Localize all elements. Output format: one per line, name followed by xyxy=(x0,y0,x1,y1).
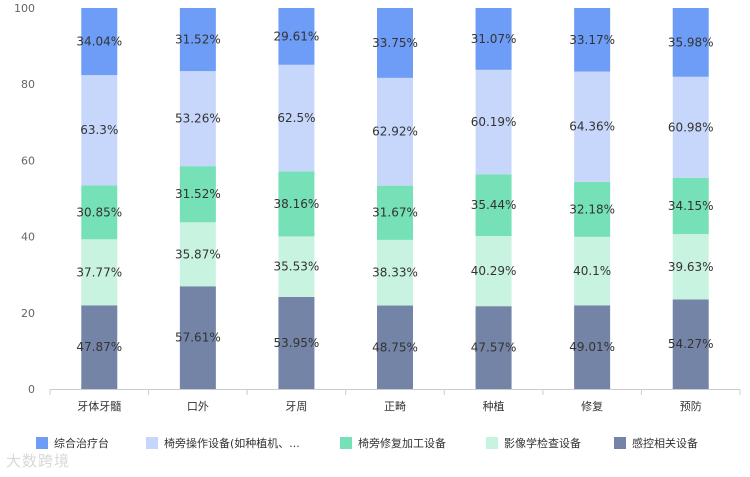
legend-label[interactable]: 影像学检查设备 xyxy=(504,436,581,450)
data-label: 31.07% xyxy=(471,32,517,46)
x-tick-label: 牙体牙髓 xyxy=(77,399,121,413)
bar-segment xyxy=(179,222,216,287)
legend-label[interactable]: 椅旁操作设备(如种植机、... xyxy=(164,436,300,450)
legend-swatch[interactable] xyxy=(486,437,498,449)
y-tick-label: 0 xyxy=(28,383,35,396)
bar-segment xyxy=(278,296,315,389)
bar-segment xyxy=(179,8,216,72)
legend-swatch[interactable] xyxy=(340,437,352,449)
data-label: 31.52% xyxy=(175,187,221,201)
data-label: 62.92% xyxy=(372,125,418,139)
bar-segment xyxy=(278,64,315,172)
data-label: 33.17% xyxy=(569,33,615,47)
bar-segment xyxy=(278,8,315,65)
bar-segment xyxy=(475,174,512,237)
data-label: 47.57% xyxy=(471,341,517,355)
data-label: 34.04% xyxy=(76,35,122,49)
data-label: 38.16% xyxy=(274,197,320,211)
legend-swatch[interactable] xyxy=(614,437,626,449)
data-label: 38.33% xyxy=(372,266,418,280)
data-label: 40.29% xyxy=(471,264,517,278)
y-tick-label: 20 xyxy=(21,307,35,320)
bar-segment xyxy=(179,166,216,223)
data-label: 31.52% xyxy=(175,33,221,47)
data-label: 29.61% xyxy=(274,29,320,43)
data-label: 60.98% xyxy=(668,120,714,134)
data-label: 48.75% xyxy=(372,340,418,354)
data-label: 47.87% xyxy=(76,340,122,354)
data-label: 54.27% xyxy=(668,337,714,351)
bar-segment xyxy=(574,305,611,389)
data-label: 34.15% xyxy=(668,199,714,213)
x-tick-label: 口外 xyxy=(187,400,209,413)
data-label: 35.98% xyxy=(668,35,714,49)
bar-segment xyxy=(179,71,216,167)
bar-segment xyxy=(475,236,512,307)
bar-segment xyxy=(81,305,118,389)
bar-segment xyxy=(81,239,118,306)
bar-segment xyxy=(377,305,413,389)
watermark: 大数跨境 xyxy=(6,452,71,470)
data-label: 57.61% xyxy=(175,331,221,345)
data-label: 63.3% xyxy=(80,123,118,137)
x-tick-label: 预防 xyxy=(680,399,702,413)
bar-segment xyxy=(377,77,413,186)
data-label: 35.44% xyxy=(471,198,517,212)
bar-segment xyxy=(574,8,611,72)
data-label: 64.36% xyxy=(569,120,615,134)
bar-segment xyxy=(672,8,709,77)
x-tick-label: 正畸 xyxy=(384,399,406,413)
bar-segment xyxy=(81,75,118,186)
data-label: 40.1% xyxy=(573,264,611,278)
bar-segment xyxy=(475,69,512,175)
data-label: 33.75% xyxy=(372,36,418,50)
legend-swatch[interactable] xyxy=(146,437,158,449)
data-label: 49.01% xyxy=(569,340,615,354)
bar-segment xyxy=(574,236,611,306)
y-tick-label: 60 xyxy=(21,154,35,167)
x-tick-label: 种植 xyxy=(483,399,505,413)
bar-segment xyxy=(475,8,512,70)
legend-label[interactable]: 椅旁修复加工设备 xyxy=(358,436,446,450)
data-label: 35.53% xyxy=(274,260,320,274)
bar-segment xyxy=(672,299,709,389)
data-label: 37.77% xyxy=(76,265,122,279)
bar-segment xyxy=(377,8,413,78)
y-tick-label: 100 xyxy=(14,2,35,15)
data-label: 62.5% xyxy=(277,111,315,125)
bar-segment xyxy=(475,306,512,389)
bar-segment xyxy=(672,76,709,178)
bar-segment xyxy=(672,234,709,300)
data-label: 35.87% xyxy=(175,247,221,261)
bar-segment xyxy=(377,185,413,240)
y-tick-label: 40 xyxy=(21,231,35,244)
data-label: 32.18% xyxy=(569,202,615,216)
x-tick-label: 牙周 xyxy=(285,400,307,413)
bar-segment xyxy=(574,181,611,237)
y-tick-label: 80 xyxy=(21,78,35,91)
bar-segment xyxy=(278,171,315,237)
bar-segment xyxy=(81,185,118,240)
data-label: 60.19% xyxy=(471,115,517,129)
data-label: 53.26% xyxy=(175,112,221,126)
data-label: 31.67% xyxy=(372,206,418,220)
bar-segment xyxy=(179,286,216,389)
x-tick-label: 修复 xyxy=(581,399,603,413)
bar-segment xyxy=(574,71,611,182)
legend-label[interactable]: 感控相关设备 xyxy=(632,436,698,450)
bar-segment xyxy=(278,236,315,297)
bar-segment xyxy=(672,177,709,235)
legend-swatch[interactable] xyxy=(36,437,48,449)
data-label: 39.63% xyxy=(668,260,714,274)
data-label: 53.95% xyxy=(274,336,320,350)
bar-segment xyxy=(377,239,413,306)
bar-segment xyxy=(81,8,118,76)
data-label: 30.85% xyxy=(76,205,122,219)
legend-label[interactable]: 综合治疗台 xyxy=(54,436,109,450)
